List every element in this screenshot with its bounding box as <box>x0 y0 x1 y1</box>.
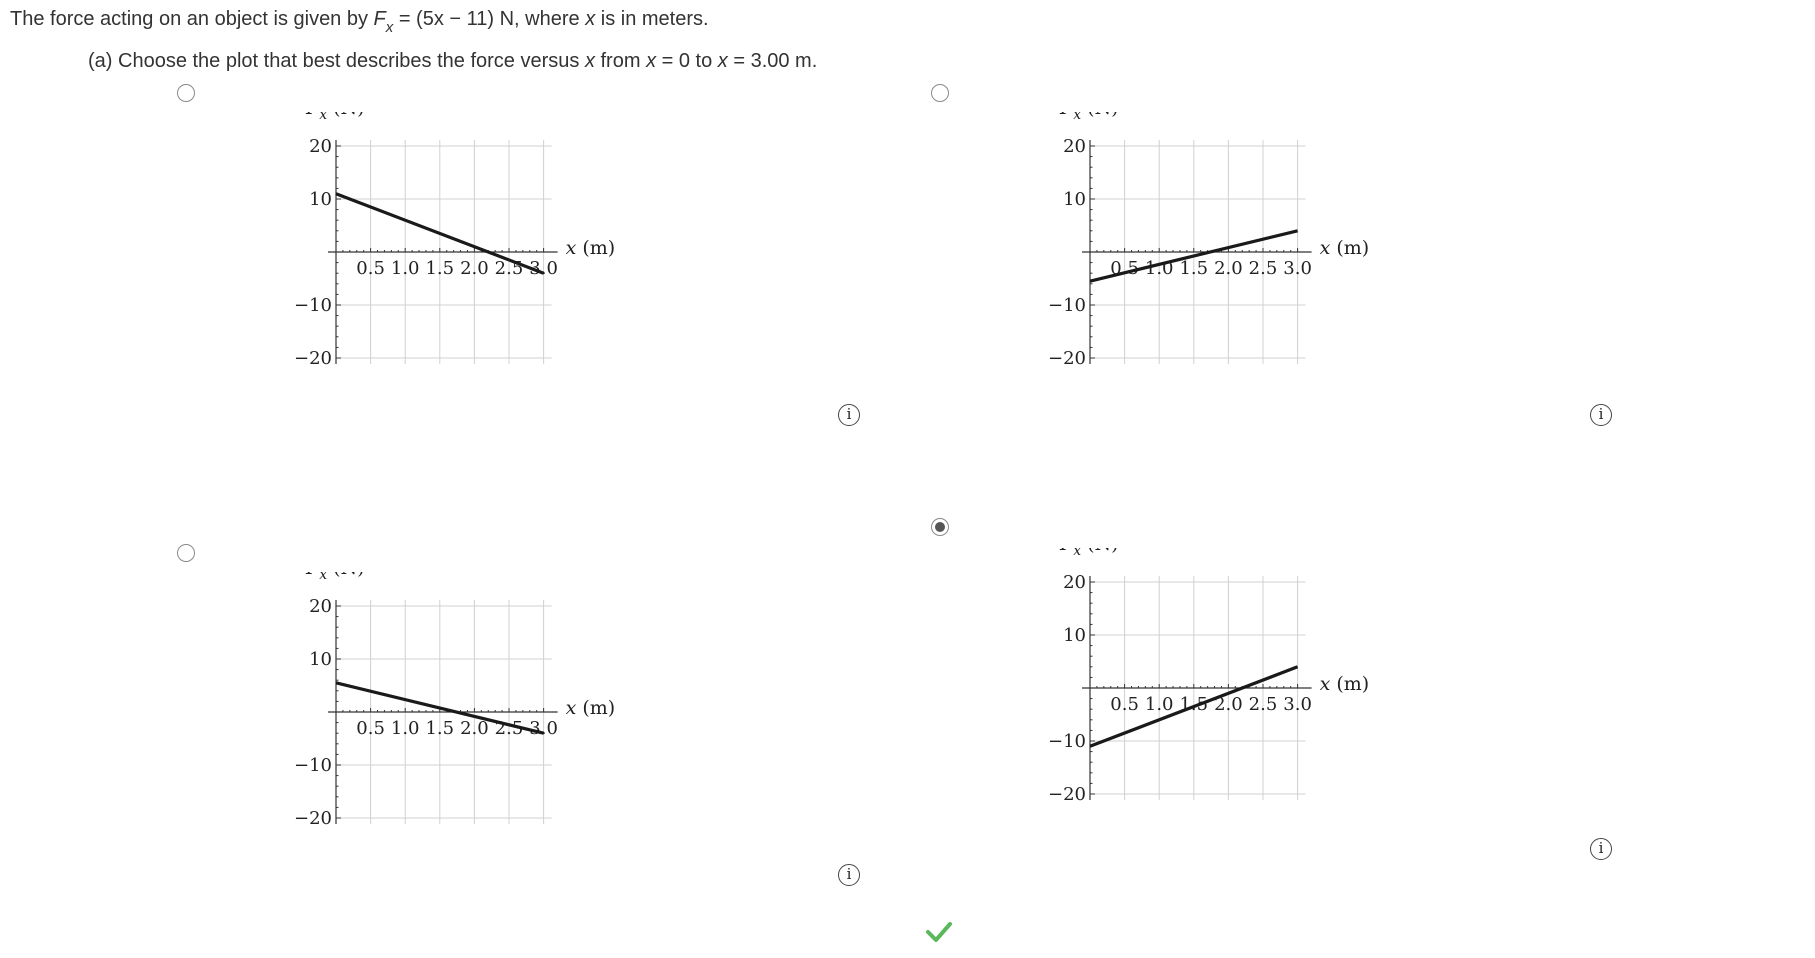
x-tick-label: 1.0 <box>391 718 420 739</box>
question-mid2: = 0 to <box>656 50 718 72</box>
problem-statement: The force acting on an object is given b… <box>10 8 709 36</box>
y-tick-label: −20 <box>294 348 332 369</box>
x-tick-label: 2.5 <box>1249 694 1278 715</box>
question-suffix: = 3.00 m. <box>727 50 818 72</box>
y-tick-label: 20 <box>1063 572 1086 593</box>
info-icon[interactable]: i <box>838 404 860 426</box>
option-2-radio[interactable] <box>931 84 949 102</box>
x-tick-label: 3.0 <box>1283 694 1312 715</box>
info-icon[interactable]: i <box>838 864 860 886</box>
y-tick-label: −20 <box>1048 784 1086 805</box>
x-axis-label: x (m) <box>566 697 616 719</box>
series-line <box>335 192 545 275</box>
x-tick-label: 0.5 <box>1110 694 1139 715</box>
option-3-radio[interactable] <box>177 544 195 562</box>
statement-suffix: is in meters. <box>595 8 709 30</box>
info-icon[interactable]: i <box>1590 838 1612 860</box>
y-axis-label: Fx (N) <box>1059 548 1119 559</box>
grid <box>336 600 552 824</box>
x-tick-label: 1.5 <box>1179 258 1208 279</box>
y-axis-label: Fx (N) <box>305 112 365 123</box>
x-tick-label: 2.0 <box>1214 694 1243 715</box>
variable-x: x <box>646 50 657 72</box>
y-tick-label: −10 <box>1048 731 1086 752</box>
info-icon[interactable]: i <box>1590 404 1612 426</box>
y-tick-label: −10 <box>294 755 332 776</box>
question-prefix: (a) Choose the plot that best describes … <box>88 50 585 72</box>
x-tick-label: 1.5 <box>425 718 454 739</box>
option-1-radio[interactable] <box>177 84 195 102</box>
x-tick-label: 2.0 <box>460 718 489 739</box>
x-tick-label: 3.0 <box>529 258 558 279</box>
series-line <box>335 681 544 735</box>
y-tick-label: −20 <box>1048 348 1086 369</box>
option-4-radio[interactable] <box>931 518 949 536</box>
x-tick-label: 0.5 <box>356 718 385 739</box>
x-tick-label: 3.0 <box>1283 258 1312 279</box>
x-tick-label: 1.5 <box>425 258 454 279</box>
variable-x: x <box>584 50 595 72</box>
force-equation: = (5x − 11) N, where <box>393 8 586 30</box>
y-tick-label: −10 <box>1048 295 1086 316</box>
x-tick-label: 1.0 <box>391 258 420 279</box>
x-axis-label: x (m) <box>566 237 616 259</box>
y-tick-label: −10 <box>294 295 332 316</box>
x-axis-label: x (m) <box>1320 237 1370 259</box>
x-tick-label: 2.5 <box>1249 258 1278 279</box>
series-line <box>1089 665 1299 748</box>
y-tick-label: 10 <box>309 649 332 670</box>
x-tick-label: 0.5 <box>356 258 385 279</box>
y-tick-label: 10 <box>1063 625 1086 646</box>
x-tick-label: 2.0 <box>1214 258 1243 279</box>
y-axis-label: Fx (N) <box>305 572 365 583</box>
grid <box>1090 140 1306 364</box>
statement-prefix: The force acting on an object is given b… <box>10 8 374 30</box>
checkmark-icon <box>926 922 952 942</box>
x-tick-label: 1.0 <box>1145 694 1174 715</box>
x-axis-label: x (m) <box>1320 673 1370 695</box>
force-subscript: x <box>385 19 394 36</box>
variable-x: x <box>585 8 596 30</box>
y-tick-label: 20 <box>309 596 332 617</box>
question-mid1: from <box>594 50 647 72</box>
y-tick-label: 20 <box>309 136 332 157</box>
y-axis-label: Fx (N) <box>1059 112 1119 123</box>
y-tick-label: 20 <box>1063 136 1086 157</box>
series-line <box>1089 229 1298 283</box>
x-tick-label: 2.0 <box>460 258 489 279</box>
variable-x: x <box>717 50 728 72</box>
y-tick-label: 10 <box>309 189 332 210</box>
x-tick-label: 3.0 <box>529 718 558 739</box>
question-a: (a) Choose the plot that best describes … <box>88 50 817 73</box>
y-tick-label: −20 <box>294 808 332 829</box>
force-symbol: F <box>373 8 386 30</box>
y-tick-label: 10 <box>1063 189 1086 210</box>
